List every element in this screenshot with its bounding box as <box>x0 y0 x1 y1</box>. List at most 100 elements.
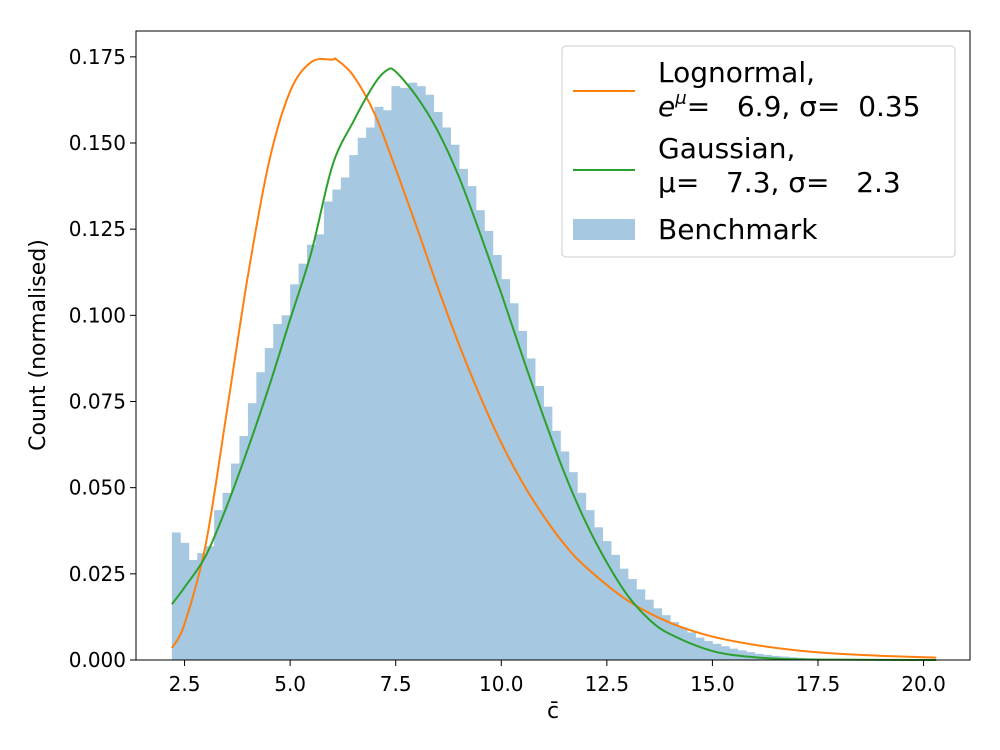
legend-lognormal-params: eμ= 6.9, σ= 0.35 <box>658 88 921 123</box>
x-tick-label: 7.5 <box>380 672 412 696</box>
histogram-bar <box>188 560 198 660</box>
histogram-bar <box>442 127 451 660</box>
legend-lognormal-mu-superscript: μ <box>674 88 686 109</box>
histogram-bar <box>399 87 409 661</box>
histogram-bar <box>264 348 274 660</box>
x-axis-label: c̄ <box>547 699 559 724</box>
histogram-bar <box>290 284 299 660</box>
histogram-bar <box>611 554 620 660</box>
y-tick-label: 0.000 <box>69 648 126 672</box>
histogram-bar <box>307 244 316 660</box>
legend: Lognormal, eμ= 6.9, σ= 0.35 Gaussian, μ=… <box>561 45 956 258</box>
histogram-bar <box>602 541 612 660</box>
plot-frame <box>135 30 971 661</box>
x-tick-label: 2.5 <box>169 672 201 696</box>
histogram-bar <box>357 137 367 661</box>
legend-lognormal-values: = 6.9, σ= 0.35 <box>687 90 921 123</box>
y-tick-label: 0.125 <box>69 217 126 241</box>
histogram-bar <box>560 451 570 660</box>
histogram-bar <box>256 372 266 660</box>
histogram-bar <box>585 510 595 660</box>
histogram-bar <box>315 234 325 660</box>
histogram-bar <box>661 615 671 660</box>
histogram-bar <box>535 386 544 660</box>
legend-lognormal-e: e <box>658 90 675 123</box>
histogram-bar <box>374 106 384 660</box>
x-tick-label: 15.0 <box>690 672 735 696</box>
histogram-bar <box>644 599 654 660</box>
histogram-bar <box>391 86 401 660</box>
histogram-bar <box>340 177 350 661</box>
x-tick-label: 20.0 <box>901 672 946 696</box>
fit-curves <box>171 57 937 661</box>
x-tick-label: 12.5 <box>585 672 630 696</box>
y-axis-label: Count (normalised) <box>26 239 51 451</box>
legend-box <box>561 45 956 258</box>
x-tick-label: 5.0 <box>274 672 306 696</box>
histogram-bar <box>594 527 604 660</box>
benchmark-histogram-bars <box>171 82 950 661</box>
legend-lognormal-title: Lognormal, <box>658 56 815 89</box>
histogram-bar <box>551 430 561 660</box>
histogram-bar <box>577 492 587 660</box>
x-tick-label: 10.0 <box>479 672 524 696</box>
histogram-bar <box>467 186 477 660</box>
histogram-bar <box>670 622 680 660</box>
histogram-bar <box>416 86 426 660</box>
y-tick-label: 0.100 <box>69 303 126 327</box>
histogram-bar <box>349 155 359 660</box>
y-tick-label: 0.175 <box>69 45 126 69</box>
histogram-bar <box>687 632 696 660</box>
histogram-bar <box>678 627 688 660</box>
histogram-bar <box>636 589 646 660</box>
histogram-bar <box>323 201 333 661</box>
histogram-bar <box>619 568 629 660</box>
y-axis-ticks: 0.000 0.025 0.050 0.075 0.100 0.125 0.150 0.175 <box>69 45 136 672</box>
histogram-bar <box>509 303 519 660</box>
y-tick-label: 0.050 <box>69 476 126 500</box>
histogram-bar <box>484 230 494 660</box>
x-axis-ticks: 2.5 5.0 7.5 10.0 12.5 15.0 17.5 20.0 <box>169 660 946 696</box>
histogram-bar <box>501 279 511 660</box>
histogram-bar <box>408 82 418 660</box>
histogram-bar <box>518 330 528 660</box>
histogram-bar <box>383 110 392 660</box>
legend-benchmark-label: Benchmark <box>658 213 818 246</box>
histogram-bar <box>433 111 443 661</box>
y-tick-label: 0.150 <box>69 131 126 155</box>
histogram-bar <box>695 637 705 660</box>
legend-gaussian-params: μ= 7.3, σ= 2.3 <box>658 166 901 199</box>
y-tick-label: 0.075 <box>69 390 126 414</box>
histogram-bar <box>222 492 232 660</box>
y-tick-label: 0.025 <box>69 562 126 586</box>
histogram-bar <box>298 263 308 660</box>
histogram-bar <box>231 463 240 660</box>
histogram-bar <box>239 435 249 660</box>
histogram-bar <box>653 608 663 660</box>
legend-benchmark-swatch <box>573 219 635 240</box>
histogram-bar <box>543 406 553 660</box>
histogram-bar <box>568 472 578 660</box>
histogram-bar <box>450 144 460 661</box>
histogram-bar <box>459 168 468 661</box>
histogram-bar <box>273 323 283 660</box>
histogram-bar <box>180 542 190 660</box>
histogram-bar <box>627 579 637 660</box>
lognormal-fit-line <box>171 57 937 659</box>
legend-gaussian-title: Gaussian, <box>658 132 795 165</box>
histogram-bar <box>425 94 435 660</box>
histogram-bar <box>366 127 375 660</box>
histogram-bar <box>214 510 223 660</box>
histogram-bar <box>475 210 485 660</box>
x-tick-label: 17.5 <box>796 672 841 696</box>
histogram-bar <box>526 358 536 660</box>
histogram-bar <box>205 546 215 660</box>
histogram-bar <box>171 532 181 660</box>
histogram-bar <box>492 255 502 660</box>
histogram-bar <box>281 315 291 660</box>
histogram-bar <box>247 403 257 660</box>
histogram-bar <box>332 189 342 661</box>
histogram-bar <box>197 553 207 660</box>
gaussian-fit-line <box>171 67 937 661</box>
